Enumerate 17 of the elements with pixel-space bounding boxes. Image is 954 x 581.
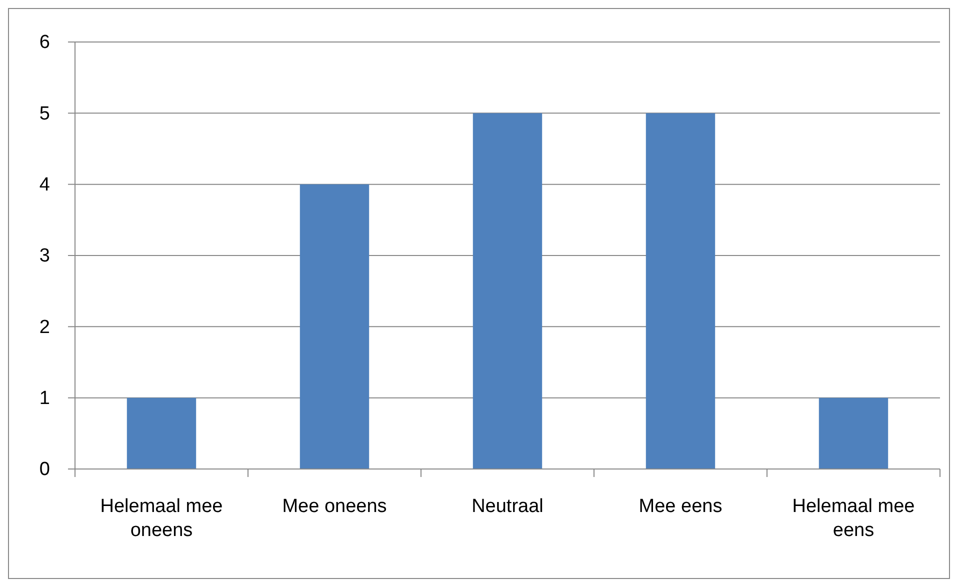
x-tick-label: Neutraal [472,496,544,517]
bar [300,184,370,469]
y-tick-label: 2 [39,316,50,338]
bar [126,398,196,469]
bar [472,113,542,469]
y-tick-label: 6 [39,32,50,54]
y-tick-label: 4 [39,174,50,196]
x-tick-label: Helemaal mee eens [792,496,915,541]
y-tick-label: 3 [39,246,50,267]
bar [646,113,716,469]
y-tick-label: 0 [39,459,50,480]
x-tick-label: Mee eens [638,496,722,517]
y-tick-label: 5 [39,103,50,124]
x-tick-label: Mee oneens [282,496,387,517]
y-tick-label: 1 [39,388,50,409]
x-tick-label: Helemaal mee oneens [100,496,223,541]
bar [818,398,888,469]
